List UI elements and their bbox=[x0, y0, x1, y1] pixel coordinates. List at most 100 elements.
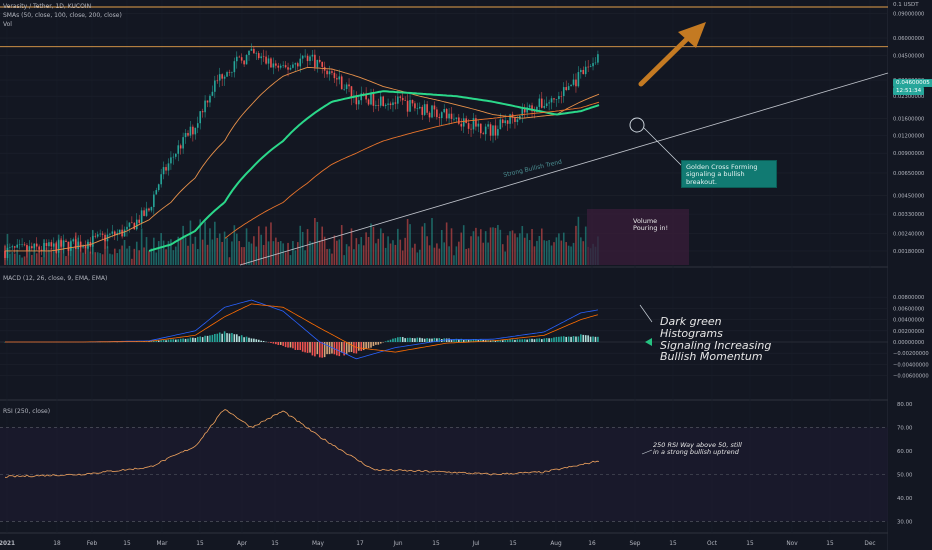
volume-bar bbox=[182, 225, 184, 265]
macd-histogram-bar bbox=[377, 342, 380, 345]
golden-cross-pointer bbox=[643, 127, 683, 167]
macd-histogram-bar bbox=[423, 338, 426, 342]
macd-histogram-bar bbox=[375, 342, 377, 345]
volume-bar bbox=[84, 248, 87, 265]
candle-body bbox=[497, 129, 499, 136]
volume-bar bbox=[309, 241, 311, 265]
volume-bar bbox=[584, 226, 587, 265]
volume-bar bbox=[121, 245, 123, 265]
volume-bar bbox=[77, 237, 79, 265]
candle-body bbox=[92, 235, 94, 247]
candle-body bbox=[182, 137, 184, 149]
candle-body bbox=[199, 111, 201, 124]
volume-bar bbox=[9, 253, 11, 265]
candle-body bbox=[489, 124, 492, 136]
candle-body bbox=[316, 59, 319, 68]
macd-histogram-bar bbox=[299, 342, 302, 351]
macd-histogram-bar bbox=[328, 342, 331, 355]
candle-body bbox=[419, 106, 421, 109]
macd-histogram-bar bbox=[284, 342, 287, 348]
volume-bar bbox=[287, 242, 289, 265]
candle-body bbox=[321, 61, 323, 67]
candle-body bbox=[375, 105, 377, 106]
candle-body bbox=[145, 208, 148, 216]
macd-histogram-bar bbox=[214, 333, 216, 342]
macd-histogram-bar bbox=[323, 342, 326, 358]
macd-tick-label: 0.00000000 bbox=[893, 340, 924, 346]
macd-histogram-bar bbox=[155, 340, 158, 342]
sma200-line bbox=[224, 101, 600, 239]
candle-body bbox=[60, 240, 62, 247]
volume-bar bbox=[499, 229, 502, 265]
macd-pane bbox=[0, 299, 888, 360]
candle-body bbox=[104, 234, 106, 242]
volume-bar bbox=[345, 244, 348, 265]
volume-bar bbox=[336, 240, 338, 265]
macd-histogram-bar bbox=[243, 337, 245, 342]
rsi-tick-label: 60.00 bbox=[897, 449, 913, 455]
candle-body bbox=[531, 105, 533, 112]
macd-histogram-bar bbox=[348, 342, 350, 353]
candle-body bbox=[6, 247, 9, 259]
macd-histogram-bar bbox=[301, 342, 304, 352]
volume-bar bbox=[272, 241, 275, 265]
candle-body bbox=[189, 126, 192, 136]
volume-bar bbox=[548, 240, 550, 265]
candle-body bbox=[355, 95, 358, 105]
macd-histogram-bar bbox=[362, 342, 365, 351]
candle-body bbox=[555, 99, 558, 100]
volume-bar bbox=[316, 221, 319, 265]
volume-bar bbox=[204, 221, 206, 265]
volume-bar bbox=[111, 254, 114, 265]
candle-body bbox=[499, 119, 502, 130]
volume-bar bbox=[79, 243, 82, 265]
candle-body bbox=[157, 184, 160, 191]
volume-bar bbox=[501, 244, 504, 265]
macd-histogram-bar bbox=[314, 342, 316, 357]
macd-histogram-bar bbox=[462, 339, 465, 342]
macd-histogram-bar bbox=[533, 339, 536, 342]
volume-bar bbox=[470, 236, 472, 265]
macd-histogram-bar bbox=[231, 332, 233, 342]
volume-bar bbox=[384, 247, 387, 265]
volume-bar bbox=[572, 242, 575, 265]
candle-body bbox=[138, 219, 140, 223]
candle-body bbox=[74, 239, 77, 250]
candle-body bbox=[597, 54, 599, 63]
macd-histogram-bar bbox=[455, 338, 458, 342]
macd-histogram-bar bbox=[365, 342, 367, 349]
volume-bar bbox=[416, 252, 419, 265]
macd-histogram-bar bbox=[511, 339, 514, 342]
volume-bar bbox=[453, 255, 455, 265]
volume-bar bbox=[372, 226, 375, 265]
volume-bar bbox=[233, 225, 236, 265]
candle-body bbox=[516, 119, 519, 122]
macd-histogram-bar bbox=[428, 338, 431, 342]
macd-histogram-bar bbox=[516, 339, 519, 342]
candle-body bbox=[260, 56, 262, 59]
candle-body bbox=[492, 125, 494, 136]
volume-bar bbox=[560, 240, 563, 265]
volume-bar bbox=[343, 255, 345, 265]
macd-histogram-bar bbox=[343, 342, 345, 356]
candle-body bbox=[436, 109, 438, 118]
candle-body bbox=[553, 98, 555, 100]
candle-body bbox=[50, 242, 53, 247]
macd-histogram-bar bbox=[565, 336, 567, 342]
candle-body bbox=[438, 117, 441, 118]
candle-body bbox=[362, 93, 365, 95]
volume-bar bbox=[394, 244, 397, 265]
candle-body bbox=[109, 233, 111, 235]
macd-histogram-bar bbox=[519, 339, 521, 342]
candle-body bbox=[153, 194, 155, 208]
macd-histogram-bar bbox=[406, 337, 409, 342]
price-tick-label: 0.04500000 bbox=[893, 53, 924, 59]
rsi-tick-label: 70.00 bbox=[897, 425, 913, 431]
volume-bar bbox=[523, 237, 526, 265]
volume-bar bbox=[562, 232, 565, 265]
volume-bar bbox=[521, 226, 524, 265]
volume-bar bbox=[218, 233, 221, 265]
candle-body bbox=[567, 86, 570, 91]
macd-histogram-bar bbox=[545, 338, 548, 342]
